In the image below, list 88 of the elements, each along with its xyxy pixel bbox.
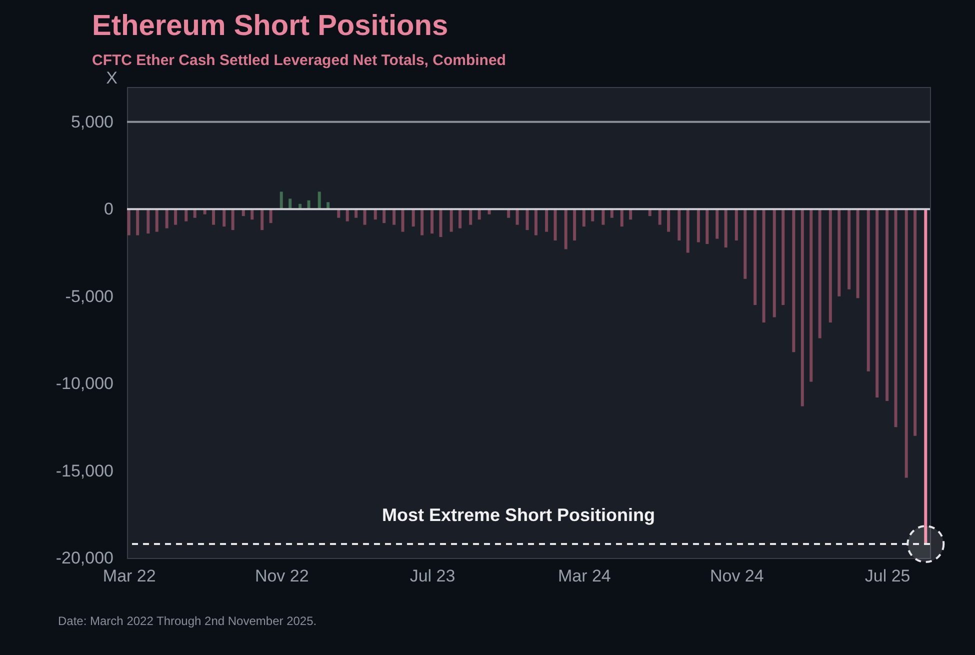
bar (458, 209, 462, 228)
bar (620, 209, 624, 227)
bar (318, 192, 321, 210)
bar (280, 192, 283, 210)
bar (706, 209, 709, 244)
bar (420, 209, 424, 236)
bar (724, 209, 728, 248)
bar (582, 209, 586, 227)
bar (678, 209, 681, 241)
bar (346, 209, 349, 222)
bar (876, 209, 879, 398)
bar (734, 209, 738, 241)
bar (800, 209, 804, 406)
bar (165, 209, 168, 228)
bar (363, 209, 366, 225)
bar (686, 209, 690, 253)
bar (838, 209, 841, 296)
bar (222, 209, 226, 227)
bar (573, 209, 576, 241)
bar (810, 209, 813, 382)
bar (439, 209, 442, 238)
y-tick-label: -5,000 (65, 286, 114, 306)
x-tick-label: Mar 24 (558, 566, 611, 586)
bar (754, 209, 757, 306)
bar (382, 209, 386, 224)
bar (374, 209, 377, 220)
bar (924, 209, 928, 544)
x-tick-label: Jul 25 (864, 566, 910, 586)
bar (478, 209, 481, 220)
bar (516, 209, 519, 225)
bar (667, 209, 670, 232)
bar (146, 209, 150, 234)
bar (564, 209, 568, 250)
bar (818, 209, 822, 338)
bar (591, 209, 594, 222)
bar (772, 209, 776, 318)
bar (260, 209, 264, 230)
y-tick-label: -10,000 (56, 374, 114, 394)
bar (288, 198, 292, 210)
chart-subtitle: CFTC Ether Cash Settled Leveraged Net Totals, Combined (92, 52, 506, 69)
bar (782, 209, 785, 306)
bar (744, 209, 747, 279)
bar (886, 209, 889, 401)
bar (792, 209, 796, 352)
bar (658, 209, 662, 225)
bar (629, 209, 632, 220)
y-axis-title: X (106, 68, 118, 88)
bar (269, 209, 272, 224)
bar (174, 209, 178, 225)
bar (526, 209, 529, 230)
bar (602, 209, 605, 225)
bar (904, 209, 908, 478)
x-tick-label: Jul 23 (410, 566, 456, 586)
bar (856, 209, 860, 298)
y-tick-label: 5,000 (70, 112, 114, 132)
bar (136, 209, 140, 236)
bar (848, 209, 851, 290)
ref-line-label: Most Extreme Short Positioning (382, 505, 656, 526)
bar (696, 209, 700, 242)
bar (866, 209, 870, 372)
bar (534, 209, 538, 236)
y-tick-label: -20,000 (56, 548, 114, 568)
bar (762, 209, 766, 322)
bar (155, 209, 158, 232)
bar (545, 209, 548, 232)
bar (392, 209, 396, 225)
bar (412, 209, 415, 227)
bar (401, 209, 404, 232)
bar (469, 209, 472, 225)
bar (450, 209, 453, 232)
x-tick-label: Mar 22 (102, 566, 156, 586)
bar (212, 209, 216, 225)
bar (184, 209, 188, 222)
bar (127, 209, 130, 236)
text: Date: March 2022 Through 2nd November 2025. (58, 613, 317, 630)
x-tick-label: Nov 24 (710, 566, 764, 586)
y-tick-label: 0 (104, 200, 114, 219)
bar (430, 209, 434, 234)
y-tick-label: -15,000 (56, 461, 114, 480)
bar (914, 209, 917, 436)
bar (554, 209, 557, 241)
chart-title: Ethereum Short Positions (92, 10, 448, 43)
bar (828, 209, 832, 322)
bar (231, 209, 234, 230)
x-tick-label: Nov 22 (254, 566, 309, 586)
bar (250, 209, 254, 220)
bar (716, 209, 719, 239)
bar (894, 209, 898, 428)
